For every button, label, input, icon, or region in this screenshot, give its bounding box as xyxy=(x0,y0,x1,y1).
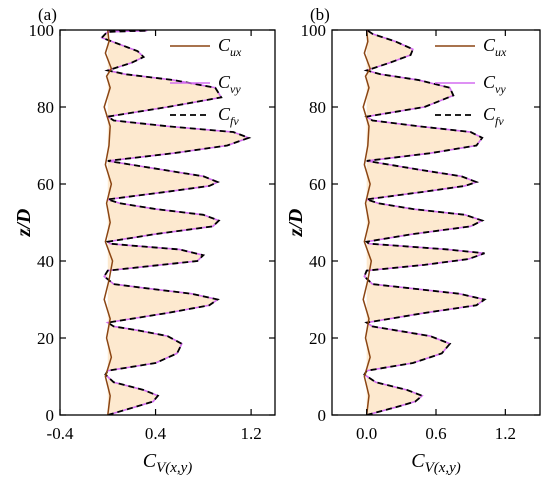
x-tick-label: 1.2 xyxy=(495,424,516,443)
y-tick-label: 0 xyxy=(318,406,327,425)
x-axis-title: CV(x,y) xyxy=(143,450,193,476)
panel-label: (b) xyxy=(310,5,330,24)
x-axis-title: CV(x,y) xyxy=(411,450,461,476)
legend-sub-ux: ux xyxy=(495,45,507,59)
legend-sub-fv: fv xyxy=(230,114,239,128)
legend-sub-vy: vy xyxy=(230,82,241,96)
y-tick-label: 20 xyxy=(309,329,326,348)
series-line-fv xyxy=(363,30,487,415)
x-axis-title-sub: V(x,y) xyxy=(425,460,461,476)
series-line-ux xyxy=(103,30,114,415)
series-line-ux xyxy=(362,30,373,415)
y-axis-title: z/D xyxy=(13,209,35,238)
y-tick-label: 80 xyxy=(309,98,326,117)
x-tick-label: 0.0 xyxy=(356,424,377,443)
legend-label-vy: Cvy xyxy=(218,72,241,96)
axes-frame xyxy=(59,29,276,416)
legend-label-fv: Cfv xyxy=(218,104,239,128)
x-tick-label: -0.4 xyxy=(47,424,74,443)
y-tick-label: 20 xyxy=(37,329,54,348)
filled-area xyxy=(364,30,485,415)
plot-area xyxy=(362,30,487,415)
y-tick-label: 40 xyxy=(309,252,326,271)
y-tick-label: 80 xyxy=(37,98,54,117)
y-tick-label: 60 xyxy=(37,175,54,194)
x-axis-title-sub: V(x,y) xyxy=(156,460,192,476)
x-tick-label: 1.2 xyxy=(240,424,261,443)
panel-label: (a) xyxy=(38,5,57,24)
plot-area xyxy=(100,30,252,415)
chart-panel-1: 0.0 0.6 1.2 0 20 40 60 80 100 CV(x,y) z/D (b) Cux Cvy… xyxy=(285,5,541,476)
y-tick-label: 40 xyxy=(37,252,54,271)
legend-label-ux: Cux xyxy=(218,35,242,59)
y-tick-label: 100 xyxy=(301,21,327,40)
y-axis-title: z/D xyxy=(285,209,307,238)
y-tick-label: 0 xyxy=(46,406,55,425)
series-line-fv xyxy=(100,30,252,415)
legend-sub-vy: vy xyxy=(495,82,506,96)
x-tick-label: 0.6 xyxy=(425,424,446,443)
legend-sub-ux: ux xyxy=(230,45,242,59)
legend-label-ux: Cux xyxy=(483,35,507,59)
y-tick-label: 100 xyxy=(29,21,55,40)
legend-label-fv: Cfv xyxy=(483,104,504,128)
legend-label-vy: Cvy xyxy=(483,72,506,96)
filled-area xyxy=(101,30,249,415)
y-tick-label: 60 xyxy=(309,175,326,194)
legend-sub-fv: fv xyxy=(495,114,504,128)
x-tick-label: 0.4 xyxy=(145,424,167,443)
chart-panel-0: -0.4 0.4 1.2 0 20 40 60 80 100 CV(x,y) z/D (a) Cux Cv… xyxy=(13,5,276,476)
